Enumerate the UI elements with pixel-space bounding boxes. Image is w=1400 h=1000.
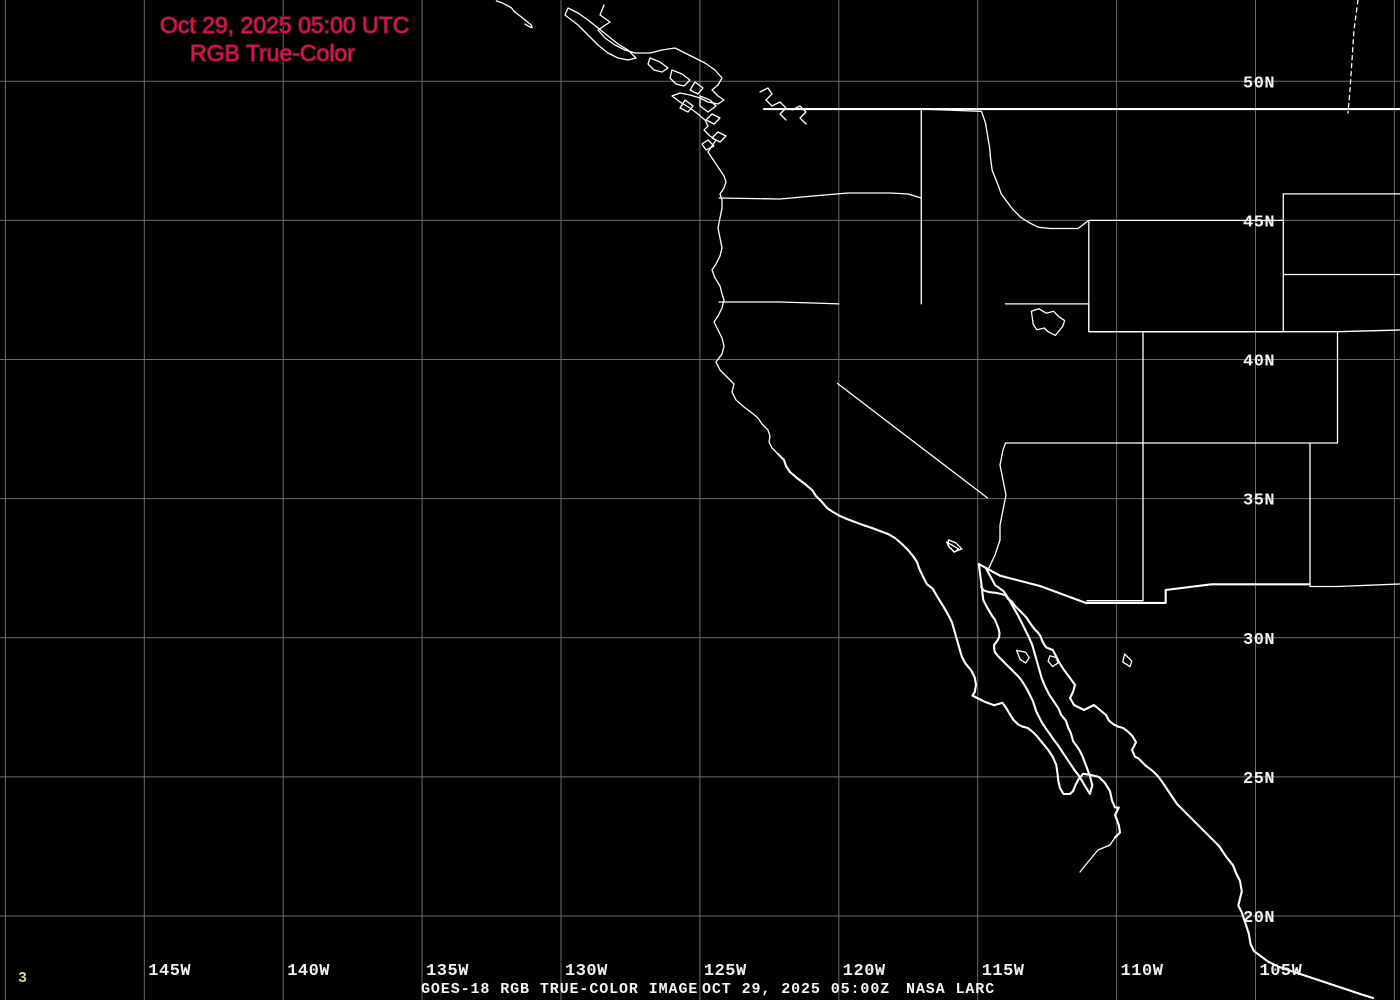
- svg-text:135W: 135W: [426, 962, 469, 981]
- svg-text:40N: 40N: [1243, 353, 1275, 372]
- svg-text:20N: 20N: [1243, 909, 1275, 928]
- svg-text:130W: 130W: [565, 962, 608, 981]
- svg-text:OCT 29, 2025 05:00Z: OCT 29, 2025 05:00Z: [702, 981, 890, 998]
- svg-text:110W: 110W: [1121, 962, 1164, 981]
- svg-text:25N: 25N: [1243, 770, 1275, 789]
- svg-text:GOES-18 RGB TRUE-COLOR IMAGE: GOES-18 RGB TRUE-COLOR IMAGE: [421, 981, 698, 998]
- svg-text:105W: 105W: [1260, 962, 1303, 981]
- svg-text:50N: 50N: [1243, 74, 1275, 93]
- svg-text:NASA LARC: NASA LARC: [906, 981, 995, 998]
- svg-text:145W: 145W: [148, 962, 191, 981]
- svg-text:120W: 120W: [843, 962, 886, 981]
- svg-text:35N: 35N: [1243, 492, 1275, 511]
- svg-text:RGB True-Color: RGB True-Color: [190, 40, 355, 66]
- svg-text:115W: 115W: [982, 962, 1025, 981]
- svg-text:125W: 125W: [704, 962, 747, 981]
- svg-text:45N: 45N: [1243, 213, 1275, 232]
- svg-text:3: 3: [18, 970, 27, 987]
- svg-text:Oct 29, 2025 05:00 UTC: Oct 29, 2025 05:00 UTC: [160, 12, 409, 38]
- svg-text:140W: 140W: [287, 962, 330, 981]
- svg-text:30N: 30N: [1243, 631, 1275, 650]
